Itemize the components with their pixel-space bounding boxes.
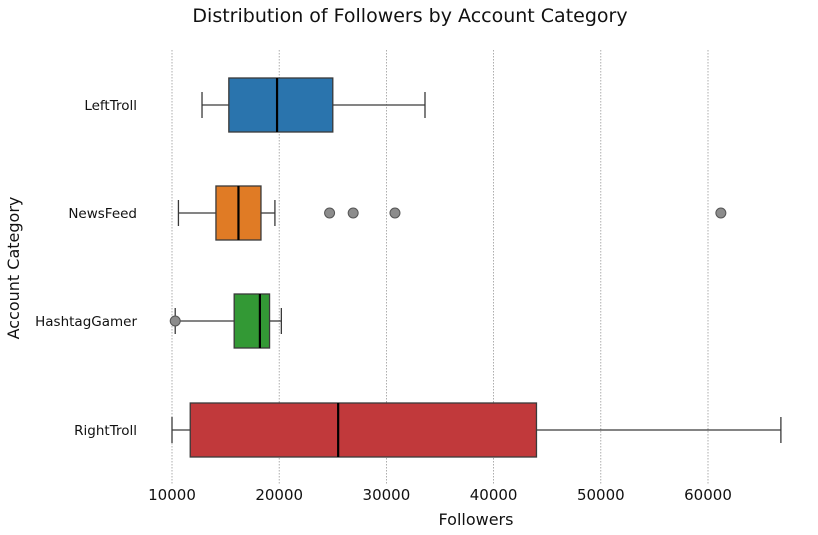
chart-title: Distribution of Followers by Account Cat… — [192, 5, 627, 27]
boxes-group — [169, 77, 782, 458]
x-axis-label: Followers — [439, 510, 514, 529]
box-lefttroll — [201, 77, 426, 133]
iqr-box — [189, 402, 538, 458]
outlier-point — [389, 207, 401, 219]
y-tick-labels: LeftTroll NewsFeed HashtagGamer RightTroll — [35, 98, 137, 439]
iqr-box — [228, 77, 334, 133]
outlier-point — [347, 207, 359, 219]
box-hashtaggamer — [169, 293, 282, 349]
x-tick-label: 20000 — [255, 486, 303, 504]
x-tick-labels: 10000 20000 30000 40000 50000 60000 — [148, 486, 732, 504]
x-tick-label: 10000 — [148, 486, 196, 504]
outlier-point — [324, 207, 336, 219]
outlier-point — [715, 207, 727, 219]
x-tick-label: 60000 — [684, 486, 732, 504]
y-tick-label: LeftTroll — [84, 98, 137, 114]
y-tick-label: NewsFeed — [68, 206, 137, 222]
x-tick-label: 40000 — [470, 486, 518, 504]
iqr-box — [233, 293, 271, 349]
x-tick-label: 50000 — [577, 486, 625, 504]
x-tick-label: 30000 — [363, 486, 411, 504]
y-tick-label: HashtagGamer — [35, 314, 137, 330]
box-righttroll — [171, 402, 782, 458]
box-newsfeed — [177, 185, 727, 241]
y-axis-label: Account Category — [4, 197, 23, 340]
y-tick-label: RightTroll — [74, 423, 137, 439]
outlier-point — [169, 315, 181, 327]
